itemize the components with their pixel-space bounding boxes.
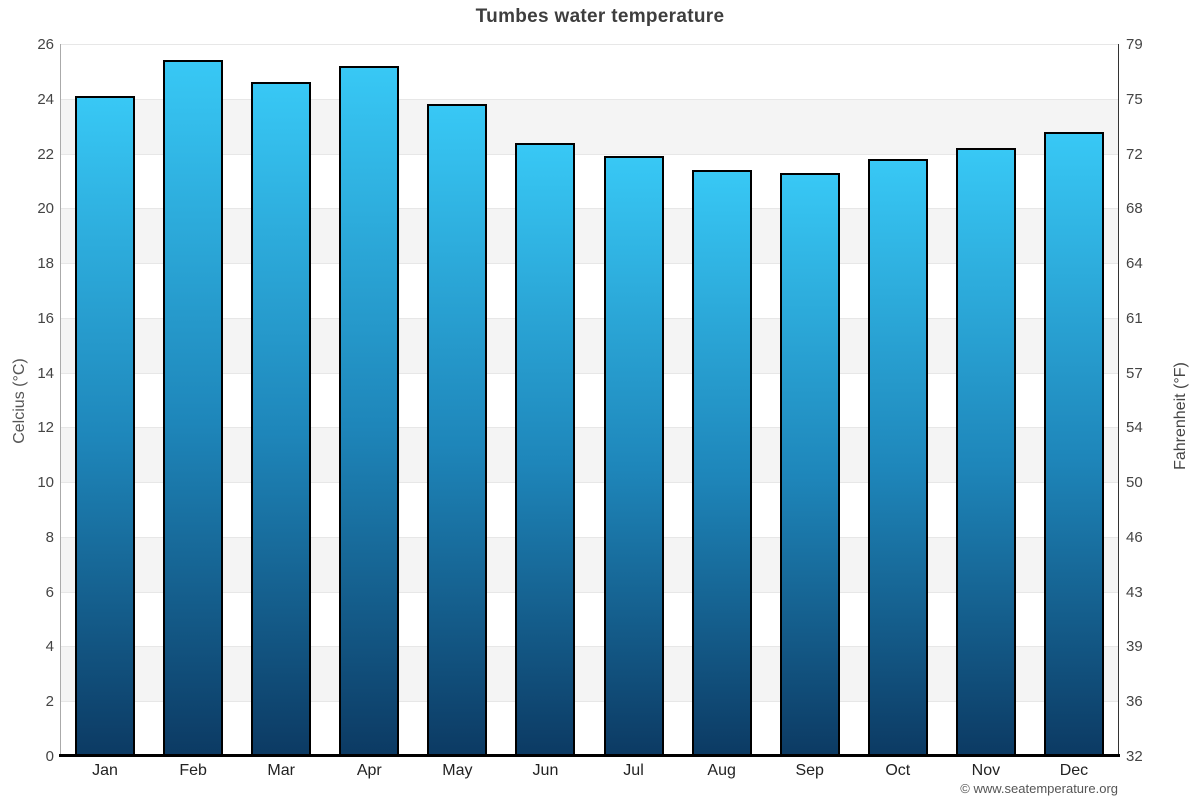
bar-sep xyxy=(779,172,840,756)
plot-band xyxy=(61,153,1118,209)
bar-nov xyxy=(955,148,1016,756)
tick-label-celsius: 6 xyxy=(45,583,54,601)
bar-jan xyxy=(75,96,136,756)
gridline xyxy=(61,98,1118,100)
bar-jul xyxy=(603,156,664,756)
x-axis-label-feb: Feb xyxy=(179,762,207,779)
plot-band xyxy=(61,98,1118,154)
tick-label-fahrenheit: 79 xyxy=(1126,36,1143,53)
plot-band xyxy=(61,263,1118,318)
gridline xyxy=(61,536,1118,538)
gridline xyxy=(61,317,1118,319)
tick-label-celsius: 16 xyxy=(37,309,54,327)
gridline xyxy=(61,482,1118,484)
gridline xyxy=(61,44,1118,45)
tick-label-fahrenheit: 75 xyxy=(1126,90,1143,108)
tick-label-fahrenheit: 57 xyxy=(1126,364,1143,382)
plot-band xyxy=(61,372,1118,428)
tick-label-celsius: 0 xyxy=(45,748,54,765)
gridline xyxy=(61,646,1118,648)
y-axis-title-fahrenheit: Fahrenheit (°F) xyxy=(1172,362,1189,470)
bar-jun xyxy=(515,142,576,756)
bar-aug xyxy=(691,169,752,756)
plot-band xyxy=(61,427,1118,483)
tick-label-celsius: 26 xyxy=(37,36,54,53)
plot-band xyxy=(61,44,1118,99)
x-axis-label-aug: Aug xyxy=(707,762,736,779)
plot-band xyxy=(61,536,1118,592)
gridline xyxy=(61,263,1118,265)
tick-label-fahrenheit: 72 xyxy=(1126,145,1143,163)
tick-label-fahrenheit: 36 xyxy=(1126,693,1143,711)
plot-band xyxy=(61,701,1118,756)
copyright-link[interactable]: © www.seatemperature.org xyxy=(960,781,1118,796)
tick-label-fahrenheit: 64 xyxy=(1126,255,1143,273)
tick-label-celsius: 4 xyxy=(45,638,54,656)
tick-label-fahrenheit: 50 xyxy=(1126,474,1143,492)
y-axis-title-celsius: Celcius (°C) xyxy=(11,358,28,444)
tick-label-celsius: 24 xyxy=(37,90,54,108)
tick-label-fahrenheit: 46 xyxy=(1126,528,1143,546)
x-axis-line xyxy=(59,754,1120,757)
x-axis-label-jan: Jan xyxy=(92,762,118,779)
bar-apr xyxy=(339,65,400,756)
bar-mar xyxy=(251,82,312,756)
x-axis-label-sep: Sep xyxy=(795,762,824,779)
y-axis-line-right xyxy=(1118,44,1119,756)
tick-label-fahrenheit: 54 xyxy=(1126,419,1143,437)
gridline xyxy=(61,153,1118,155)
plot-band xyxy=(61,482,1118,537)
gridline xyxy=(61,591,1118,593)
tick-label-fahrenheit: 68 xyxy=(1126,200,1143,218)
bar-may xyxy=(427,104,488,756)
tick-label-celsius: 12 xyxy=(37,419,54,437)
x-axis-label-oct: Oct xyxy=(885,762,911,779)
plot-band xyxy=(61,208,1118,264)
gridline xyxy=(61,427,1118,429)
tick-label-fahrenheit: 39 xyxy=(1126,638,1143,656)
tick-label-fahrenheit: 61 xyxy=(1126,309,1143,327)
bar-dec xyxy=(1043,131,1104,756)
tick-label-celsius: 18 xyxy=(37,255,54,273)
bar-oct xyxy=(867,159,928,756)
x-axis-label-jun: Jun xyxy=(532,762,559,779)
x-axis-label-may: May xyxy=(442,762,473,779)
x-axis-label-apr: Apr xyxy=(356,762,382,779)
plot-band xyxy=(61,591,1118,647)
tick-label-celsius: 10 xyxy=(37,474,54,492)
tick-label-celsius: 20 xyxy=(37,200,54,218)
gridline xyxy=(61,208,1118,210)
y-axis-line-left xyxy=(60,44,61,756)
tick-label-celsius: 8 xyxy=(45,528,54,546)
bar-feb xyxy=(163,60,224,756)
gridline xyxy=(61,701,1118,703)
plot-area xyxy=(61,44,1118,756)
x-axis-label-dec: Dec xyxy=(1059,762,1089,779)
plot-band xyxy=(61,646,1118,702)
gridline xyxy=(61,372,1118,374)
chart-title: Tumbes water temperature xyxy=(475,6,725,27)
x-axis-label-jul: Jul xyxy=(623,762,644,779)
tick-label-celsius: 2 xyxy=(45,693,54,711)
tick-label-celsius: 14 xyxy=(37,364,54,382)
tick-label-celsius: 22 xyxy=(37,145,54,163)
tick-label-fahrenheit: 32 xyxy=(1126,748,1143,765)
plot-band xyxy=(61,317,1118,373)
tick-label-fahrenheit: 43 xyxy=(1126,583,1143,601)
x-axis-label-mar: Mar xyxy=(267,762,295,779)
x-axis-label-nov: Nov xyxy=(971,762,1001,779)
